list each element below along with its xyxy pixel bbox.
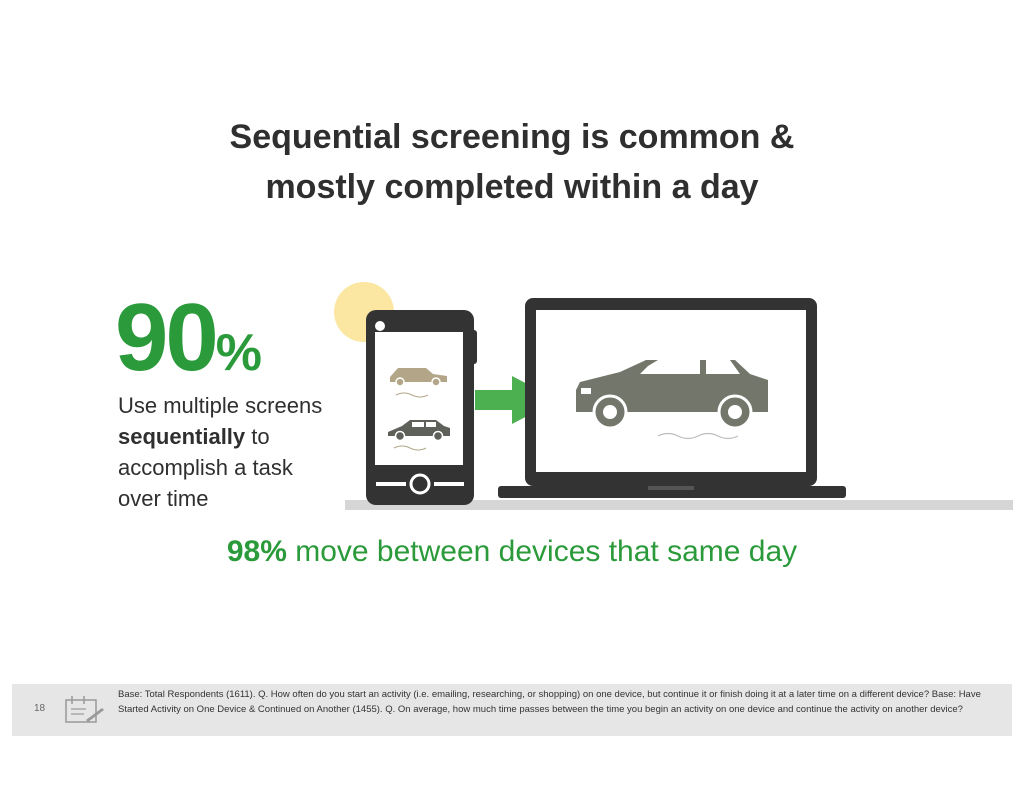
laptop-icon — [498, 298, 846, 498]
arrow-right-icon — [475, 376, 558, 424]
big-stat-number: 90 — [115, 284, 219, 391]
car-icon — [388, 420, 450, 451]
sub-stat-text: move between devices that same day — [286, 535, 798, 568]
title-line-2: mostly completed within a day — [265, 168, 759, 206]
sub-stat-percent: 98% — [226, 535, 287, 568]
stat-desc-line-2: sequentially to — [118, 421, 358, 452]
moon-icon — [834, 280, 875, 342]
devices-illustration — [334, 280, 1013, 510]
footnote-text: Base: Total Respondents (1611). Q. How o… — [118, 689, 981, 715]
page-title: Sequential screening is common & mostly … — [0, 112, 1024, 212]
note-icon — [65, 696, 104, 723]
page-number: 18 — [34, 703, 46, 714]
stat-description: Use multiple screens sequentially to acc… — [118, 390, 358, 514]
big-stat-percent: % — [215, 324, 263, 382]
stat-desc-line-1: Use multiple screens — [118, 393, 323, 418]
smartphone-icon — [366, 310, 477, 505]
stat-desc-line-4: over time — [118, 486, 209, 511]
sub-stat: 98% move between devices that same day — [0, 535, 1024, 569]
car-icon — [390, 368, 447, 398]
car-icon — [576, 360, 768, 440]
stat-desc-line-3: accomplish a task — [118, 455, 293, 480]
title-line-1: Sequential screening is common & — [229, 118, 795, 156]
stat-desc-bold: sequentially — [118, 424, 246, 449]
big-stat: 90% — [115, 290, 262, 386]
footnote-bar: 18 Base: Total Respondents (1611). Q. Ho… — [12, 684, 1012, 736]
stat-desc-after-bold: to — [245, 424, 270, 449]
ground-line — [345, 500, 1013, 510]
